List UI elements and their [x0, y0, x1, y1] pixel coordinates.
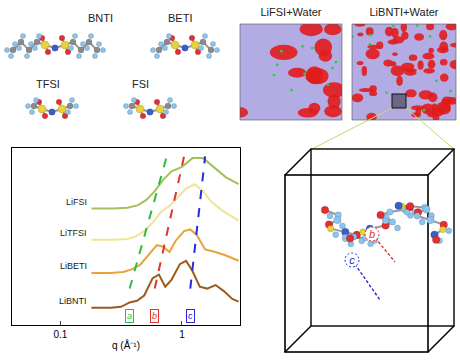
- svg-text:b: b: [152, 311, 157, 321]
- svg-text:BETI: BETI: [168, 12, 192, 24]
- svg-text:0.1: 0.1: [53, 329, 67, 340]
- svg-text:c: c: [349, 254, 355, 266]
- svg-text:q (Å⁻¹): q (Å⁻¹): [112, 339, 140, 351]
- svg-text:LiBETI: LiBETI: [60, 261, 87, 271]
- svg-text:c: c: [188, 311, 193, 321]
- svg-text:BNTI: BNTI: [88, 12, 113, 24]
- svg-text:LiTFSI: LiTFSI: [60, 228, 87, 238]
- svg-text:FSI: FSI: [132, 78, 149, 90]
- svg-text:a: a: [127, 311, 132, 321]
- svg-text:LiFSI+Water: LiFSI+Water: [260, 6, 321, 18]
- svg-text:1: 1: [179, 329, 185, 340]
- svg-text:b: b: [369, 228, 375, 240]
- svg-text:TFSI: TFSI: [36, 78, 60, 90]
- svg-text:LiFSI: LiFSI: [66, 197, 87, 207]
- svg-text:LiBNTI+Water: LiBNTI+Water: [370, 6, 439, 18]
- svg-text:LiBNTI: LiBNTI: [59, 296, 87, 306]
